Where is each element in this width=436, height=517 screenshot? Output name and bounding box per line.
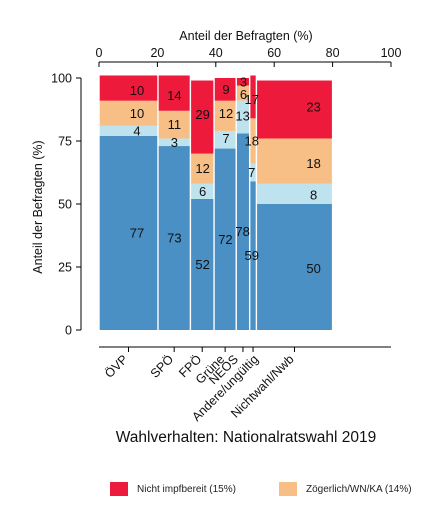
mosaic-segment-bereit — [236, 133, 249, 330]
x-axis-title: Anteil der Befragten (%) — [179, 29, 312, 43]
category-label: ÖVP — [102, 352, 131, 381]
mosaic-segment-bereit — [250, 181, 256, 330]
mosaic-segment-bereit — [257, 204, 332, 330]
data-label: 6 — [240, 87, 247, 102]
legend-label: Zögerlich/WN/KA (14%) — [306, 483, 412, 495]
x-tick-label: 40 — [209, 46, 223, 60]
mosaic-segment-zoegerlich — [257, 138, 332, 184]
data-label: 7 — [248, 165, 255, 180]
data-label: 9 — [222, 82, 229, 97]
data-label: 12 — [195, 161, 209, 176]
y-tick-label: 50 — [58, 198, 72, 212]
mosaic-segment-nicht — [99, 75, 158, 101]
data-label: 73 — [167, 231, 181, 246]
mosaic-segment-zoegerlich — [158, 110, 190, 139]
data-label: 3 — [171, 135, 178, 150]
data-label: 72 — [218, 232, 232, 247]
x-tick-label: 80 — [326, 46, 340, 60]
data-label: 18 — [244, 134, 258, 149]
data-label: 14 — [167, 88, 181, 103]
data-label: 50 — [306, 261, 320, 276]
mosaic-segment-nicht — [191, 80, 214, 154]
legend-item-zoegerlich: Zögerlich/WN/KA (14%) — [279, 482, 412, 496]
mosaic-segment-nicht — [214, 78, 236, 101]
legend-item-nicht-impfbereit: Nicht impfbereit (15%) — [110, 482, 236, 496]
y-tick-label: 75 — [58, 135, 72, 149]
mosaic-segment-bereit — [99, 135, 158, 330]
mosaic-segment-light — [257, 183, 332, 204]
data-label: 11 — [168, 117, 182, 132]
legend: Nicht impfbereit (15%) Zögerlich/WN/KA (… — [0, 482, 436, 504]
mosaic-segment-bereit — [214, 148, 236, 330]
data-label: 7 — [222, 131, 229, 146]
mosaic-segment-light — [250, 163, 256, 182]
mosaic-segment-light — [99, 125, 158, 136]
chart-title: Wahlverhalten: Nationalratswahl 2019 — [116, 429, 377, 446]
data-label: 78 — [235, 224, 249, 239]
x-tick-label: 60 — [267, 46, 281, 60]
data-label: 3 — [240, 74, 247, 89]
mosaic-segment-nicht — [236, 78, 249, 86]
data-label: 23 — [306, 99, 320, 114]
mosaic-segment-nicht — [257, 80, 332, 139]
category-label: SPÖ — [148, 352, 177, 381]
data-label: 17 — [244, 92, 258, 107]
mosaic-segment-nicht — [158, 75, 190, 111]
data-label: 10 — [130, 83, 144, 98]
data-label: 59 — [244, 248, 258, 263]
y-tick-label: 100 — [51, 72, 72, 86]
data-label: 77 — [130, 225, 144, 240]
mosaic-segment-zoegerlich — [236, 85, 249, 101]
legend-swatch-orange — [279, 482, 297, 496]
mosaic-segment-light — [214, 130, 236, 149]
mosaic-chart: 7741010733111452612297271297813635971817… — [31, 29, 401, 446]
mosaic-segment-light — [191, 183, 214, 199]
legend-swatch-red — [110, 482, 128, 496]
data-label: 6 — [199, 184, 206, 199]
y-axis-title: Anteil der Befragten (%) — [31, 140, 45, 273]
x-tick-label: 100 — [381, 46, 402, 60]
data-label: 18 — [306, 156, 320, 171]
mosaic-segment-zoegerlich — [191, 153, 214, 184]
legend-label: Nicht impfbereit (15%) — [137, 483, 236, 495]
data-label: 12 — [219, 106, 233, 121]
mosaic-segment-zoegerlich — [99, 100, 158, 126]
mosaic-segment-nicht — [250, 75, 256, 119]
plot-area: 7741010733111452612297271297813635971817… — [51, 46, 401, 424]
mosaic-segment-bereit — [191, 198, 214, 330]
mosaic-segment-light — [158, 138, 190, 147]
data-label: 8 — [310, 188, 317, 203]
x-tick-label: 0 — [96, 46, 103, 60]
y-tick-label: 0 — [65, 324, 72, 338]
mosaic-segment-bereit — [158, 146, 190, 330]
mosaic-segment-light — [236, 100, 249, 134]
data-label: 10 — [130, 106, 144, 121]
mosaic-segment-zoegerlich — [250, 118, 256, 164]
data-label: 4 — [133, 123, 140, 138]
x-tick-label: 20 — [150, 46, 164, 60]
mosaic-segment-zoegerlich — [214, 100, 236, 131]
y-tick-label: 25 — [58, 261, 72, 275]
data-label: 52 — [195, 257, 209, 272]
data-label: 13 — [235, 108, 249, 123]
data-label: 29 — [195, 107, 209, 122]
